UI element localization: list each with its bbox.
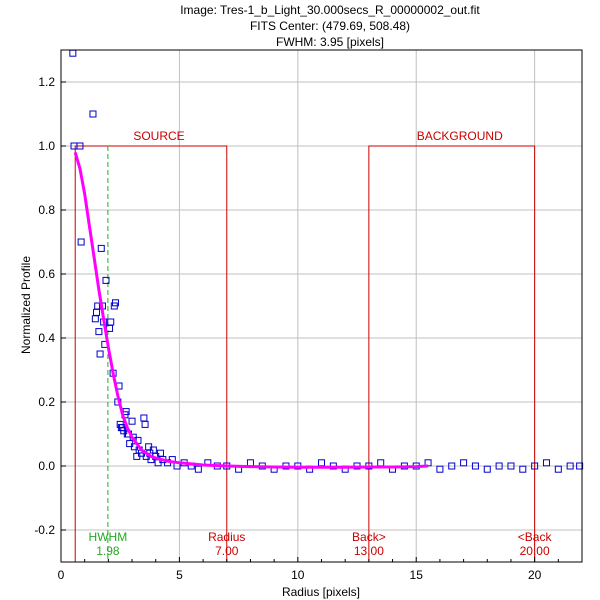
y-tick-label: 0.8 [38, 203, 55, 217]
x-tick-label: 0 [58, 568, 65, 582]
y-tick-label: 0.4 [38, 331, 55, 345]
data-point [141, 420, 149, 428]
data-point [495, 462, 503, 470]
data-point [69, 49, 77, 57]
data-point [377, 459, 385, 467]
chart-title: Image: Tres-1_b_Light_30.000secs_R_00000… [180, 3, 480, 49]
data-point [111, 299, 119, 307]
y-axis-label: Normalized Profile [19, 256, 33, 354]
data-point [102, 276, 110, 284]
marker-name: Back> [352, 530, 386, 544]
marker-value: 7.00 [215, 544, 239, 558]
marker-value: 13.00 [354, 544, 384, 558]
data-point [566, 462, 574, 470]
marker-value: 1.98 [96, 544, 120, 558]
data-point [483, 465, 491, 473]
data-point [542, 459, 550, 467]
x-tick-label: 15 [410, 568, 424, 582]
title-line-2: FITS Center: (479.69, 508.48) [250, 19, 410, 33]
x-axis-label: Radius [pixels] [282, 585, 360, 599]
data-point [519, 465, 527, 473]
data-point [471, 462, 479, 470]
data-point [96, 350, 104, 358]
data-point [76, 142, 84, 150]
x-tick-label: 5 [176, 568, 183, 582]
title-line-1: Image: Tres-1_b_Light_30.000secs_R_00000… [180, 3, 480, 17]
data-point [89, 110, 97, 118]
data-point [140, 414, 148, 422]
y-tick-label: -0.2 [34, 523, 55, 537]
y-tick-label: 0.0 [38, 459, 55, 473]
data-point [507, 462, 515, 470]
data-points [69, 49, 584, 473]
data-point [448, 462, 456, 470]
y-tick-label: 1.0 [38, 139, 55, 153]
y-tick-label: 1.2 [38, 75, 55, 89]
marker-value: 20.00 [520, 544, 550, 558]
data-point [460, 459, 468, 467]
data-point [93, 308, 101, 316]
data-point [554, 465, 562, 473]
data-point [531, 462, 539, 470]
data-point [318, 459, 325, 467]
fit-curve-layer [73, 151, 429, 469]
data-point [436, 465, 444, 473]
data-point [91, 315, 99, 323]
marker-name: <Back [518, 530, 553, 544]
marker-name: Radius [208, 530, 245, 544]
source-box-label: SOURCE [133, 129, 184, 143]
y-tick-label: 0.6 [38, 267, 55, 281]
title-line-3: FWHM: 3.95 [pixels] [276, 35, 384, 49]
data-point [95, 328, 103, 336]
marker-name: HWHM [89, 530, 128, 544]
source-box [74, 145, 228, 562]
background-box-label: BACKGROUND [417, 129, 503, 143]
fit-curve [73, 151, 429, 469]
data-point [77, 238, 85, 246]
data-point [128, 417, 136, 425]
background-box [368, 145, 536, 562]
x-tick-label: 20 [528, 568, 542, 582]
axis-ticks: 0 5 10 15 20 -0.2 0.0 0.2 0.4 0.6 0.8 1.0 1.2 [34, 75, 559, 582]
x-tick-label: 10 [291, 568, 305, 582]
data-point [97, 244, 105, 252]
y-tick-label: 0.2 [38, 395, 55, 409]
data-point [576, 462, 584, 470]
data-point [246, 459, 254, 467]
plot-frame [60, 49, 583, 563]
region-boxes: SOURCE BACKGROUND [74, 129, 536, 562]
data-point [107, 318, 115, 326]
grid [61, 50, 582, 562]
data-point [194, 465, 202, 473]
